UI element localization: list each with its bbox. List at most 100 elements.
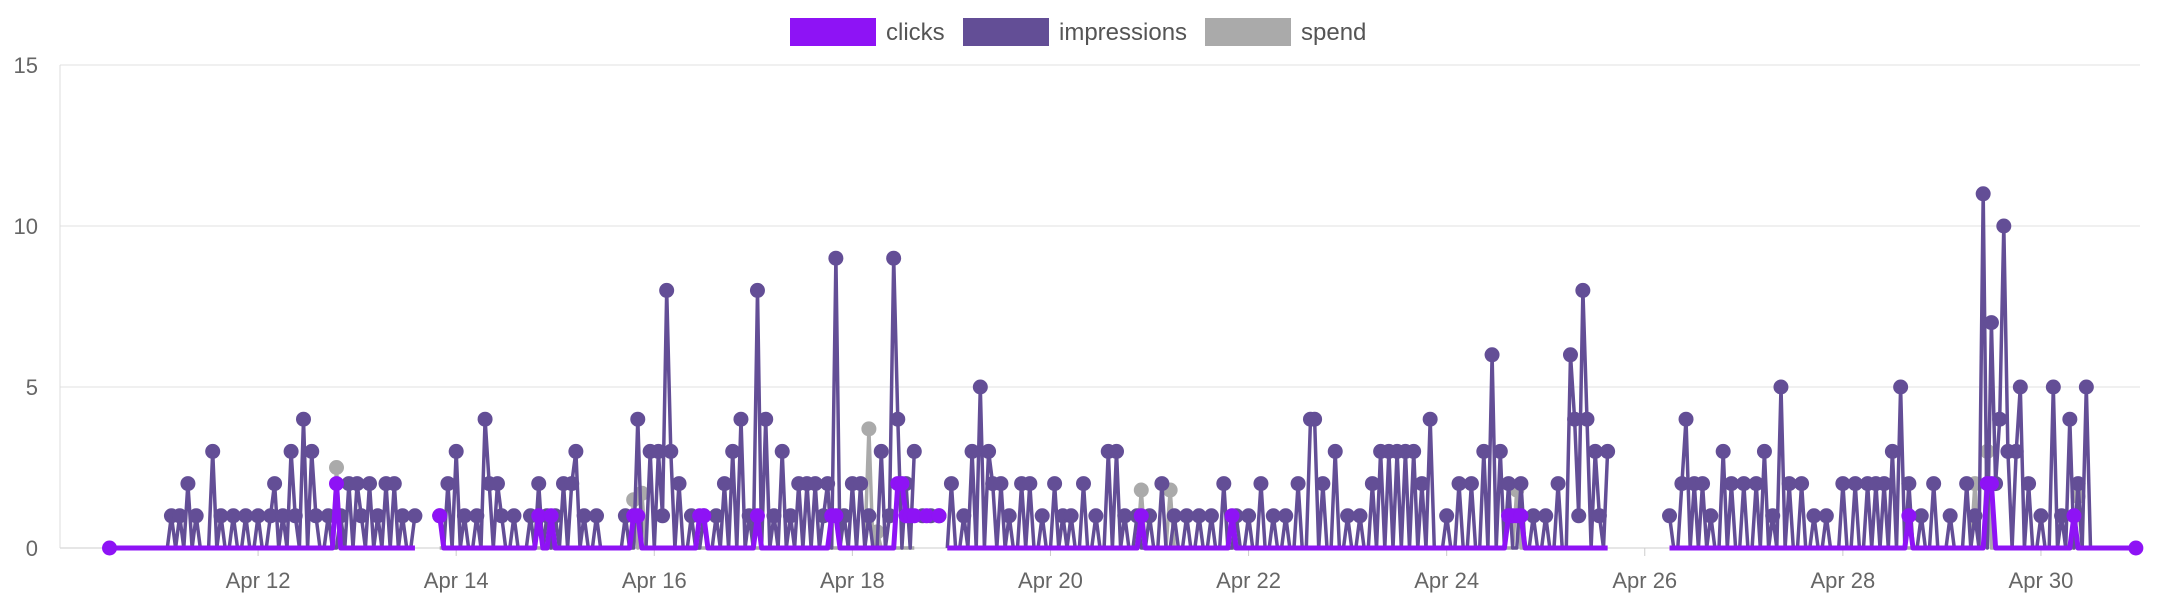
data-point-impressions bbox=[1216, 476, 1232, 492]
data-point-impressions bbox=[225, 508, 241, 524]
data-point-impressions bbox=[1884, 443, 1900, 459]
data-point-impressions bbox=[890, 411, 906, 427]
data-point-impressions bbox=[1439, 508, 1455, 524]
y-tick-label: 10 bbox=[14, 214, 38, 239]
data-point-impressions bbox=[1781, 476, 1797, 492]
data-point-impressions bbox=[749, 282, 765, 298]
data-point-impressions bbox=[448, 443, 464, 459]
data-point-impressions bbox=[1674, 476, 1690, 492]
data-point-impressions bbox=[1307, 411, 1323, 427]
data-point-impressions bbox=[2062, 411, 2078, 427]
data-point-impressions bbox=[1942, 508, 1958, 524]
data-point-impressions bbox=[2078, 379, 2094, 395]
data-point-impressions bbox=[1422, 411, 1438, 427]
data-point-impressions bbox=[1154, 476, 1170, 492]
data-point-impressions bbox=[506, 508, 522, 524]
x-tick-label: Apr 14 bbox=[424, 568, 489, 593]
data-point-impressions bbox=[531, 476, 547, 492]
data-point-impressions bbox=[1736, 476, 1752, 492]
data-point-impressions bbox=[1723, 476, 1739, 492]
data-point-impressions bbox=[1451, 476, 1467, 492]
data-point-impressions bbox=[758, 411, 774, 427]
data-point-impressions bbox=[708, 508, 724, 524]
data-point-impressions bbox=[440, 476, 456, 492]
legend-label-clicks: clicks bbox=[886, 19, 945, 46]
data-point-impressions bbox=[1806, 508, 1822, 524]
data-point-impressions bbox=[370, 508, 386, 524]
data-point-impressions bbox=[1847, 476, 1863, 492]
data-point-impressions bbox=[1492, 443, 1508, 459]
data-point-impressions bbox=[1340, 508, 1356, 524]
series-line-impressions bbox=[1667, 192, 2136, 550]
data-point-impressions bbox=[964, 443, 980, 459]
data-point-impressions bbox=[807, 476, 823, 492]
legend-label-spend: spend bbox=[1301, 19, 1366, 46]
data-point-impressions bbox=[630, 411, 646, 427]
data-point-impressions bbox=[1975, 186, 1991, 202]
series-line-clicks bbox=[109, 481, 415, 551]
data-point-impressions bbox=[1893, 379, 1909, 395]
data-point-impressions bbox=[1063, 508, 1079, 524]
data-point-impressions bbox=[956, 508, 972, 524]
data-point-impressions bbox=[1022, 476, 1038, 492]
axes: 0 5 10 15 Apr 12 Apr 14 Apr 16 Apr 18 Apr 20 Apr … bbox=[14, 53, 2074, 593]
data-point-spend bbox=[329, 460, 345, 475]
data-point-impressions bbox=[1241, 508, 1257, 524]
data-point-impressions bbox=[1315, 476, 1331, 492]
data-point-impressions bbox=[2054, 508, 2070, 524]
data-point-impressions bbox=[1047, 476, 1063, 492]
data-point-clicks bbox=[329, 476, 345, 492]
data-point-impressions bbox=[650, 443, 666, 459]
data-point-impressions bbox=[774, 443, 790, 459]
data-point-impressions bbox=[828, 250, 844, 266]
data-point-impressions bbox=[1600, 443, 1616, 459]
series-clicks bbox=[102, 476, 2144, 556]
y-tick-label: 5 bbox=[26, 375, 38, 400]
data-point-clicks bbox=[1901, 508, 1917, 524]
legend: clicks impressions spend bbox=[790, 18, 1366, 46]
data-point-impressions bbox=[716, 476, 732, 492]
data-point-impressions bbox=[906, 443, 922, 459]
data-point-impressions bbox=[188, 508, 204, 524]
data-point-impressions bbox=[1715, 443, 1731, 459]
data-point-impressions bbox=[2012, 379, 2028, 395]
data-point-impressions bbox=[1967, 508, 1983, 524]
legend-swatch-clicks bbox=[790, 18, 876, 46]
data-point-impressions bbox=[886, 250, 902, 266]
data-point-spend bbox=[1133, 482, 1149, 498]
data-point-impressions bbox=[576, 508, 592, 524]
data-point-impressions bbox=[1959, 476, 1975, 492]
series-line-impressions bbox=[437, 256, 917, 550]
data-point-impressions bbox=[820, 476, 836, 492]
data-point-impressions bbox=[349, 476, 365, 492]
x-tick-label: Apr 12 bbox=[226, 568, 291, 593]
data-point-impressions bbox=[655, 508, 671, 524]
data-point-impressions bbox=[407, 508, 423, 524]
data-point-impressions bbox=[1265, 508, 1281, 524]
data-point-impressions bbox=[1352, 508, 1368, 524]
data-point-clicks bbox=[630, 508, 646, 524]
data-point-impressions bbox=[267, 476, 283, 492]
data-point-impressions bbox=[1463, 476, 1479, 492]
data-point-impressions bbox=[981, 443, 997, 459]
series-impressions bbox=[109, 186, 2136, 550]
data-point-clicks bbox=[749, 508, 765, 524]
data-point-impressions bbox=[733, 411, 749, 427]
data-point-impressions bbox=[308, 508, 324, 524]
data-point-impressions bbox=[1414, 476, 1430, 492]
data-point-clicks bbox=[828, 508, 844, 524]
data-point-impressions bbox=[993, 476, 1009, 492]
data-point-impressions bbox=[1191, 508, 1207, 524]
data-point-clicks bbox=[696, 508, 712, 524]
data-point-impressions bbox=[1773, 379, 1789, 395]
series-layer bbox=[102, 186, 2144, 556]
data-point-impressions bbox=[1901, 476, 1917, 492]
data-point-impressions bbox=[1992, 411, 2008, 427]
series-line-clicks bbox=[947, 513, 1608, 551]
data-point-impressions bbox=[2033, 508, 2049, 524]
data-point-impressions bbox=[304, 443, 320, 459]
data-point-impressions bbox=[1406, 443, 1422, 459]
data-point-impressions bbox=[1501, 476, 1517, 492]
data-point-impressions bbox=[1913, 508, 1929, 524]
data-point-impressions bbox=[1571, 508, 1587, 524]
